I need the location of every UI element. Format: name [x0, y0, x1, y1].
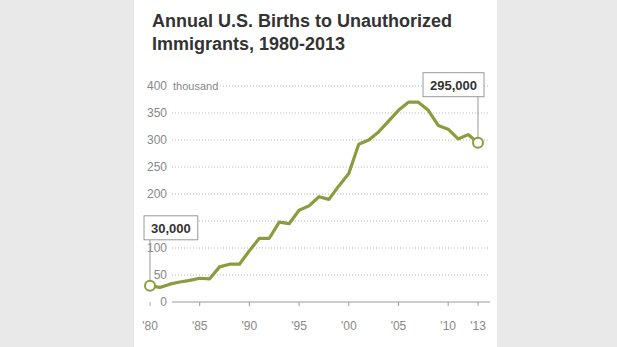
x-tick-label: '05 — [391, 319, 407, 333]
annotation-box — [144, 216, 198, 240]
x-tick — [299, 302, 300, 306]
x-tick — [199, 302, 200, 306]
plot-area — [150, 102, 478, 287]
x-tick — [448, 302, 449, 306]
grid-line — [172, 113, 490, 114]
x-tick — [150, 302, 151, 306]
x-tick — [249, 302, 250, 306]
annotation-label: 30,000 — [151, 221, 191, 236]
x-tick — [348, 302, 349, 306]
chart: Annual U.S. Births to UnauthorizedImmigr… — [0, 0, 617, 347]
y-tick-label: 350 — [147, 106, 167, 120]
y-tick-label: 50 — [154, 268, 168, 282]
x-tick-label: '00 — [341, 319, 357, 333]
grid-line — [172, 275, 490, 276]
series-line — [150, 102, 478, 287]
y-tick-label: 250 — [147, 160, 167, 174]
y-axis-label: thousand — [173, 80, 218, 92]
x-tick — [478, 302, 479, 306]
annotation-marker — [473, 138, 483, 148]
annotation-marker — [145, 281, 155, 291]
baseline — [172, 302, 490, 303]
y-tick-label: 400 — [147, 79, 167, 93]
x-tick — [398, 302, 399, 306]
grid-line — [172, 248, 490, 249]
annotation-label: 295,000 — [430, 78, 477, 93]
grid-line — [172, 221, 490, 222]
x-tick-label: '95 — [291, 319, 307, 333]
y-tick-label: 300 — [147, 133, 167, 147]
title: Annual U.S. Births to UnauthorizedImmigr… — [152, 11, 452, 54]
x-tick-label: '85 — [192, 319, 208, 333]
x-tick-label: '80 — [142, 319, 158, 333]
x-tick-label: '10 — [440, 319, 456, 333]
y-tick-label: 0 — [160, 295, 167, 309]
label-background — [172, 80, 220, 92]
y-tick-label: 200 — [147, 187, 167, 201]
annotation-pointer — [478, 97, 479, 138]
grid-line — [172, 167, 490, 168]
x-tick-label: '13 — [470, 319, 486, 333]
x-tick-label: '90 — [242, 319, 258, 333]
grid-line — [172, 140, 490, 141]
annotation-box — [423, 73, 484, 97]
annotation-pointer — [150, 240, 151, 281]
panel — [134, 0, 497, 347]
